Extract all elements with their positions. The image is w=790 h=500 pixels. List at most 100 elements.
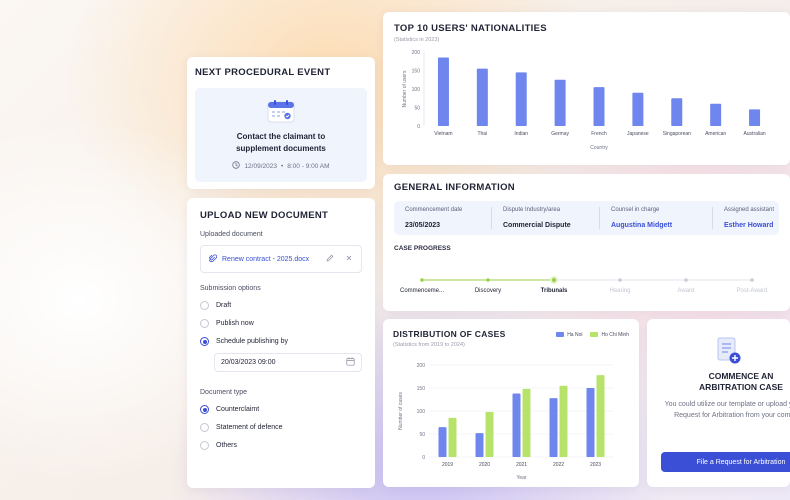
radio-publish-now[interactable]: Publish now	[200, 319, 362, 328]
bar-vietnam	[437, 57, 449, 126]
x-axis-label: Year	[516, 475, 526, 481]
info-assistant: Assigned assistant Esther Howard	[713, 207, 790, 229]
radio-label: Draft	[216, 302, 232, 309]
next-event-title: NEXT PROCEDURAL EVENT	[195, 67, 331, 78]
bar-2021-ha-noi	[512, 393, 521, 457]
info-label: Commencement date	[405, 207, 463, 213]
bar-germay	[554, 79, 566, 126]
x-tick-label: Thai	[477, 131, 487, 137]
case-progress-stepper: Commenceme... Discovery Tribunals Hearing Aw…	[400, 276, 767, 294]
y-tick-label: 200	[412, 50, 421, 56]
next-event-panel: Contact the claimant to supplement docum…	[195, 88, 367, 182]
nationalities-chart-subtitle: (Statistics in 2023)	[394, 37, 440, 43]
info-counsel: Counsel in charge Augustina Midgett	[600, 207, 713, 229]
bar-2019-ho-chi-minh	[448, 417, 457, 457]
bar-australian	[749, 109, 761, 126]
y-tick-label: 150	[417, 386, 426, 392]
bar-2019-ha-noi	[438, 427, 447, 457]
distribution-chart-card: DISTRIBUTION OF CASES (Statistics from 2…	[383, 319, 639, 487]
bar-2021-ho-chi-minh	[522, 388, 531, 457]
schedule-date-input[interactable]: 20/03/2023 09:00	[214, 353, 362, 372]
radio-button[interactable]	[200, 423, 209, 432]
bar-thai	[476, 68, 488, 126]
next-event-time: 12/09/2023 • 8:00 - 9:00 AM	[232, 161, 330, 171]
uploaded-file[interactable]: Renew contract - 2025.docx	[200, 245, 362, 273]
y-tick-label: 0	[422, 455, 425, 461]
assistant-link[interactable]: Esther Howard	[724, 222, 774, 229]
info-label: Dispute Industry/area	[503, 207, 561, 213]
calendar-icon	[267, 99, 295, 123]
radio-counterclaim[interactable]: Counterclaimt	[200, 405, 362, 414]
x-tick-label: American	[705, 131, 726, 137]
commence-case-card: COMMENCE AN ARBITRATION CASE You could u…	[647, 319, 790, 487]
radio-button-selected[interactable]	[200, 337, 209, 346]
bar-2020-ho-chi-minh	[485, 411, 494, 457]
bar-american	[710, 103, 722, 126]
step-label: Commenceme...	[400, 288, 444, 294]
x-tick-label: Germay	[551, 131, 569, 137]
calendar-small-icon[interactable]	[346, 357, 355, 368]
radio-button-selected[interactable]	[200, 405, 209, 414]
radio-others[interactable]: Others	[200, 441, 362, 450]
y-tick-label: 50	[414, 105, 420, 111]
info-dispute-area: Dispute Industry/area Commercial Dispute	[492, 207, 600, 229]
step-label: Tribunals	[541, 288, 568, 294]
bar-2023-ho-chi-minh	[596, 375, 605, 457]
general-information-title: GENERAL INFORMATION	[394, 182, 515, 193]
radio-draft[interactable]: Draft	[200, 301, 362, 310]
step-dot	[750, 278, 754, 282]
x-tick-label: 2019	[442, 462, 453, 468]
bar-singaporean	[671, 98, 683, 126]
chart-legend: Ha Noi Ho Chi Minh	[556, 332, 629, 338]
step-label: Hearing	[609, 288, 630, 294]
step-dot	[684, 278, 688, 282]
nationalities-chart-title: TOP 10 USERS' NATIONALITIES	[394, 23, 547, 34]
radio-label: Counterclaimt	[216, 406, 260, 413]
bar-2022-ha-noi	[549, 398, 558, 457]
document-add-icon	[717, 337, 741, 364]
edit-icon[interactable]	[326, 254, 334, 264]
x-tick-label: Vietnam	[434, 131, 452, 137]
radio-label: Schedule publishing by	[216, 338, 288, 345]
x-axis-label: Country	[590, 145, 608, 151]
y-tick-label: 50	[419, 432, 425, 438]
x-tick-label: 2021	[516, 462, 527, 468]
radio-button[interactable]	[200, 441, 209, 450]
y-tick-label: 0	[417, 124, 420, 130]
step-dot	[486, 278, 490, 282]
close-icon[interactable]	[345, 254, 353, 264]
bar-2023-ha-noi	[586, 388, 595, 457]
next-event-date: 12/09/2023	[244, 162, 277, 170]
file-request-button[interactable]: File a Request for Arbitration	[661, 452, 790, 472]
commence-title: COMMENCE AN ARBITRATION CASE	[699, 371, 783, 392]
counsel-link[interactable]: Augustina Midgett	[611, 222, 673, 229]
uploaded-document-label: Uploaded document	[200, 231, 263, 238]
y-tick-label: 100	[412, 87, 421, 93]
x-tick-label: French	[591, 131, 607, 137]
radio-button[interactable]	[200, 301, 209, 310]
info-value: 23/05/2023	[405, 222, 441, 229]
step-label: Award	[678, 288, 695, 294]
separator-dot: •	[280, 162, 284, 170]
radio-statement-of-defence[interactable]: Statement of defence	[200, 423, 362, 432]
step-dot	[618, 278, 622, 282]
y-tick-label: 200	[417, 363, 426, 369]
distribution-chart: 0 50 100 150 200 2019 2020 2021 2022 2023 Year Numb…	[398, 363, 614, 481]
general-information-card: GENERAL INFORMATION Commencement date 23…	[383, 174, 790, 311]
next-event-card: NEXT PROCEDURAL EVENT Contact the claima…	[187, 57, 375, 189]
uploaded-file-name[interactable]: Renew contract - 2025.docx	[222, 255, 310, 263]
radio-schedule-publishing[interactable]: Schedule publishing by	[200, 337, 362, 346]
x-tick-label: Australian	[743, 131, 765, 137]
info-strip: Commencement date 23/05/2023 Dispute Ind…	[394, 201, 779, 235]
y-tick-label: 150	[412, 68, 421, 74]
info-label: Counsel in charge	[611, 207, 660, 213]
info-label: Assigned assistant	[724, 207, 775, 213]
x-tick-label: Singaporean	[663, 131, 692, 137]
y-tick-label: 100	[417, 409, 426, 415]
radio-label: Others	[216, 442, 238, 449]
upload-title: UPLOAD NEW DOCUMENT	[200, 210, 329, 221]
radio-button[interactable]	[200, 319, 209, 328]
x-tick-label: 2022	[553, 462, 564, 468]
step-dot	[420, 278, 424, 282]
x-tick-label: 2023	[590, 462, 601, 468]
